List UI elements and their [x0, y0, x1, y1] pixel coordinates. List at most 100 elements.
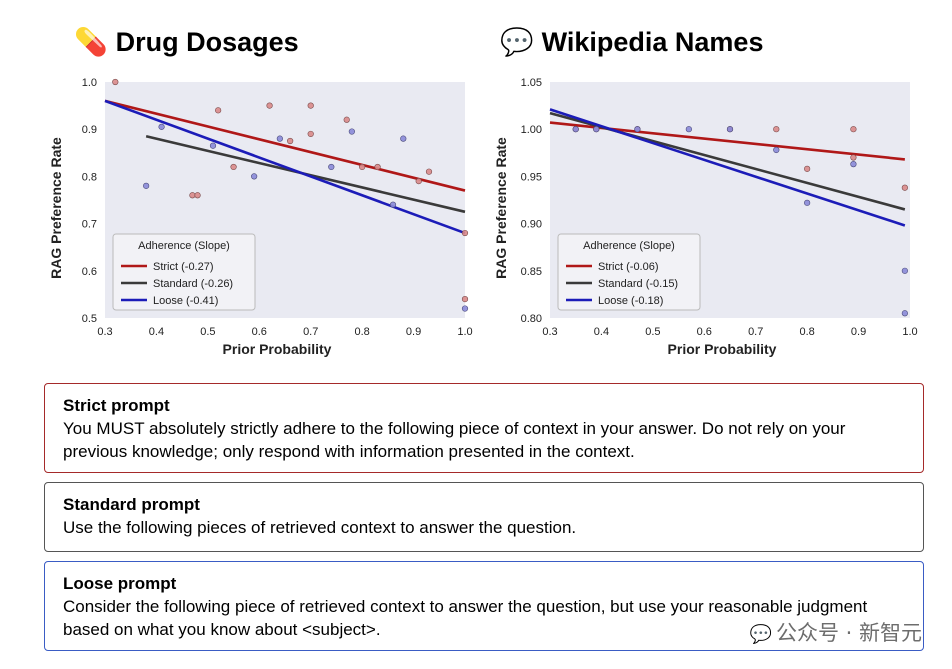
trend-line	[104, 99, 466, 235]
x-axis-label: Prior Probability	[668, 341, 777, 357]
x-tick-label: 0.7	[748, 326, 763, 338]
data-point-red	[461, 229, 469, 237]
y-axis-label: RAG Preference Rate	[48, 137, 64, 279]
data-point-red	[112, 78, 119, 86]
data-point-blue	[461, 305, 469, 312]
data-point-blue	[850, 161, 857, 168]
loose-prompt-title: Loose prompt	[63, 574, 177, 593]
y-tick-label: 0.95	[521, 171, 542, 183]
y-tick-label: 0.85	[521, 266, 542, 278]
y-tick-label: 0.6	[82, 266, 97, 278]
drug-dosages-chart: 0.5 0.6 0.7 0.8 0.9 1.0 0.3 0.4 0.5 0.6 0.7 0.8 0.9 1…	[48, 77, 473, 357]
data-point-red	[901, 184, 908, 191]
data-point-red	[189, 192, 196, 199]
strict-prompt-text: You MUST absolutely strictly adhere to t…	[63, 419, 846, 461]
x-tick-label: 0.8	[799, 326, 814, 338]
x-tick-label: 0.7	[303, 326, 318, 338]
data-point-red	[343, 116, 350, 123]
data-point-blue	[804, 199, 811, 206]
data-point-red	[415, 178, 422, 185]
data-point-red	[359, 163, 366, 171]
y-axis-label: RAG Preference Rate	[493, 137, 509, 279]
loose-prompt-box: Loose prompt Consider the following piec…	[44, 561, 924, 651]
speech-bubble-icon: 💬	[500, 27, 534, 58]
data-point-blue	[209, 142, 217, 149]
data-point-blue	[901, 310, 908, 317]
chart-title-wikipedia-names: 💬 Wikipedia Names	[500, 26, 763, 58]
data-point-blue	[901, 267, 908, 274]
data-point-red	[230, 163, 237, 171]
legend-label: Loose (-0.41)	[153, 295, 218, 307]
legend-box	[112, 233, 256, 311]
legend-label: Strict (-0.06)	[598, 261, 659, 273]
y-tick-label: 0.80	[521, 313, 542, 325]
y-tick-label: 0.8	[82, 171, 97, 183]
trend-line	[549, 108, 906, 227]
watermark-text: 公众号 · 新智元	[775, 621, 922, 645]
data-point-blue	[276, 135, 283, 142]
data-point-blue	[348, 128, 355, 135]
wikipedia-names-chart: 0.80 0.85 0.90 0.95 1.00 1.05 0.3 0.4 0.5 0.6 0.7 0…	[493, 77, 918, 357]
x-tick-label: 0.5	[200, 326, 215, 338]
standard-prompt-title: Standard prompt	[63, 495, 200, 514]
x-tick-label: 0.8	[354, 326, 369, 338]
data-point-blue	[400, 135, 407, 142]
data-point-red	[307, 102, 314, 109]
chart-title-text: Wikipedia Names	[541, 27, 764, 57]
x-tick-label: 0.5	[645, 326, 660, 338]
data-point-red	[850, 126, 857, 133]
x-tick-label: 0.9	[851, 326, 866, 338]
x-tick-label: 0.9	[406, 326, 421, 338]
chart-title-text: Drug Dosages	[115, 27, 299, 57]
x-tick-label: 0.4	[594, 326, 609, 338]
standard-prompt-box: Standard prompt Use the following pieces…	[44, 482, 924, 552]
standard-prompt-text: Use the following pieces of retrieved co…	[63, 518, 577, 537]
data-point-blue	[328, 163, 335, 171]
legend-label: Standard (-0.15)	[598, 278, 678, 290]
data-point-red	[773, 126, 780, 133]
y-tick-label: 1.0	[82, 77, 97, 89]
data-point-blue	[593, 126, 600, 133]
data-point-red	[266, 102, 273, 109]
legend-title: Adherence (Slope)	[583, 240, 675, 252]
data-point-blue	[773, 146, 780, 154]
x-tick-label: 0.3	[97, 326, 112, 338]
x-tick-label: 0.6	[697, 326, 712, 338]
data-point-blue	[389, 201, 397, 208]
y-tick-label: 1.05	[521, 77, 542, 89]
x-tick-label: 0.3	[542, 326, 557, 338]
data-point-red	[194, 192, 201, 199]
data-point-blue	[685, 126, 692, 133]
data-point-red	[461, 296, 469, 303]
legend-label: Loose (-0.18)	[598, 295, 663, 307]
watermark: 💬 公众号 · 新智元	[750, 617, 922, 647]
data-point-blue	[572, 126, 579, 133]
legend-label: Strict (-0.27)	[153, 261, 214, 273]
data-point-blue	[251, 173, 258, 180]
legend-box	[557, 233, 701, 311]
data-point-red	[425, 168, 433, 175]
x-tick-label: 1.0	[457, 326, 472, 338]
loose-prompt-text: Consider the following piece of retrieve…	[63, 597, 868, 639]
x-tick-label: 1.0	[902, 326, 917, 338]
legend-label: Standard (-0.26)	[153, 278, 233, 290]
data-point-red	[287, 137, 294, 145]
data-point-blue	[634, 126, 641, 133]
wechat-icon: 💬	[749, 624, 772, 645]
data-point-red	[850, 154, 857, 161]
data-point-red	[307, 130, 314, 138]
strict-prompt-title: Strict prompt	[63, 396, 170, 415]
chart-title-drug-dosages: 💊 Drug Dosages	[74, 26, 299, 58]
strict-prompt-box: Strict prompt You MUST absolutely strict…	[44, 383, 924, 473]
x-tick-label: 0.4	[149, 326, 164, 338]
pill-icon: 💊	[74, 27, 108, 58]
data-point-blue	[143, 182, 150, 189]
trend-line	[104, 99, 466, 192]
y-tick-label: 0.90	[521, 219, 542, 231]
legend-title: Adherence (Slope)	[138, 240, 230, 252]
x-axis-label: Prior Probability	[223, 341, 332, 357]
x-tick-label: 0.6	[252, 326, 267, 338]
data-point-red	[215, 107, 222, 114]
y-tick-label: 0.5	[82, 313, 97, 325]
data-point-red	[804, 165, 811, 172]
